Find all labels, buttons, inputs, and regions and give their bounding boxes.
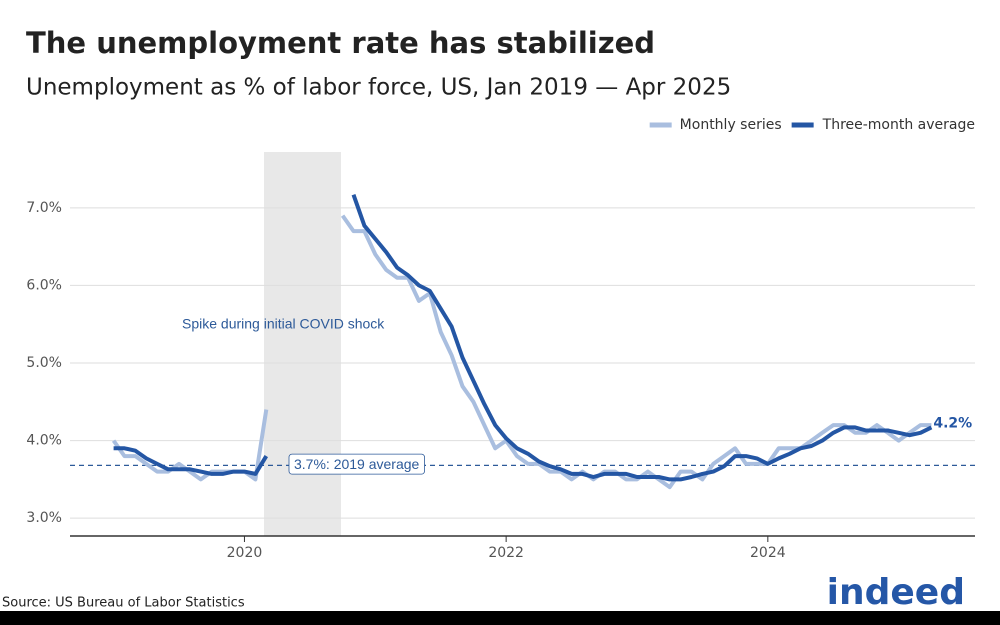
reference-label: 3.7%: 2019 average (294, 456, 420, 472)
legend-label: Three-month average (822, 117, 975, 133)
covid-shade (264, 152, 341, 536)
chart-title: The unemployment rate has stabilized (26, 26, 655, 60)
y-tick-label: 6.0% (26, 277, 62, 293)
x-tick-label: 2024 (750, 545, 786, 561)
annotation: Spike during initial COVID shock (182, 316, 385, 332)
series-line (113, 194, 933, 482)
x-tick-label: 2020 (227, 545, 263, 561)
y-tick-label: 7.0% (26, 200, 62, 216)
reference-label-box (288, 453, 425, 475)
footer-bar (0, 611, 1000, 625)
end-label: 4.2% (933, 415, 972, 431)
source: Source: US Bureau of Labor Statistics (2, 596, 245, 611)
x-tick-label: 2022 (488, 545, 524, 561)
y-tick-label: 5.0% (26, 355, 62, 371)
logo: indeed (827, 572, 965, 613)
y-tick-label: 3.0% (26, 510, 62, 526)
legend-label: Monthly series (680, 117, 782, 133)
y-tick-label: 4.0% (26, 433, 62, 449)
chart-subtitle: Unemployment as % of labor force, US, Ja… (26, 75, 731, 101)
